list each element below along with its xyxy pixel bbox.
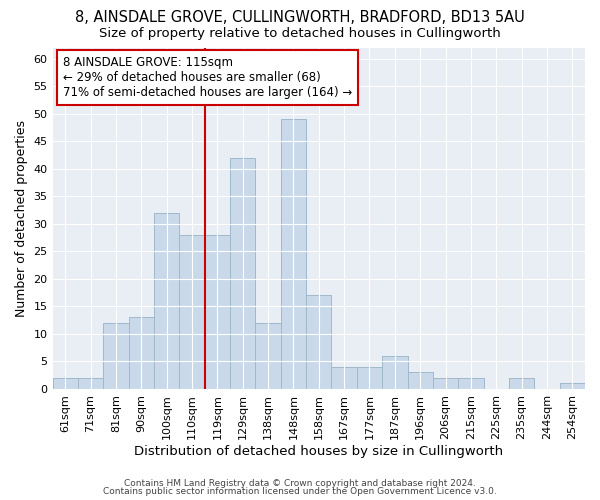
Text: Contains public sector information licensed under the Open Government Licence v3: Contains public sector information licen… (103, 488, 497, 496)
Bar (256, 323, 281, 389)
Bar (78, 378, 103, 389)
Bar (281, 119, 306, 389)
Text: Size of property relative to detached houses in Cullingworth: Size of property relative to detached ho… (99, 28, 501, 40)
Bar (382, 356, 407, 389)
Bar (53, 378, 78, 389)
Bar (154, 212, 179, 389)
X-axis label: Distribution of detached houses by size in Cullingworth: Distribution of detached houses by size … (134, 444, 503, 458)
Bar (509, 378, 534, 389)
Bar (560, 384, 585, 389)
Text: Contains HM Land Registry data © Crown copyright and database right 2024.: Contains HM Land Registry data © Crown c… (124, 478, 476, 488)
Bar (128, 318, 154, 389)
Bar (458, 378, 484, 389)
Y-axis label: Number of detached properties: Number of detached properties (15, 120, 28, 316)
Bar (230, 158, 256, 389)
Bar (103, 323, 128, 389)
Bar (433, 378, 458, 389)
Bar (179, 235, 205, 389)
Bar (357, 367, 382, 389)
Text: 8 AINSDALE GROVE: 115sqm
← 29% of detached houses are smaller (68)
71% of semi-d: 8 AINSDALE GROVE: 115sqm ← 29% of detach… (63, 56, 352, 99)
Text: 8, AINSDALE GROVE, CULLINGWORTH, BRADFORD, BD13 5AU: 8, AINSDALE GROVE, CULLINGWORTH, BRADFOR… (75, 10, 525, 25)
Bar (306, 296, 331, 389)
Bar (205, 235, 230, 389)
Bar (331, 367, 357, 389)
Bar (407, 372, 433, 389)
